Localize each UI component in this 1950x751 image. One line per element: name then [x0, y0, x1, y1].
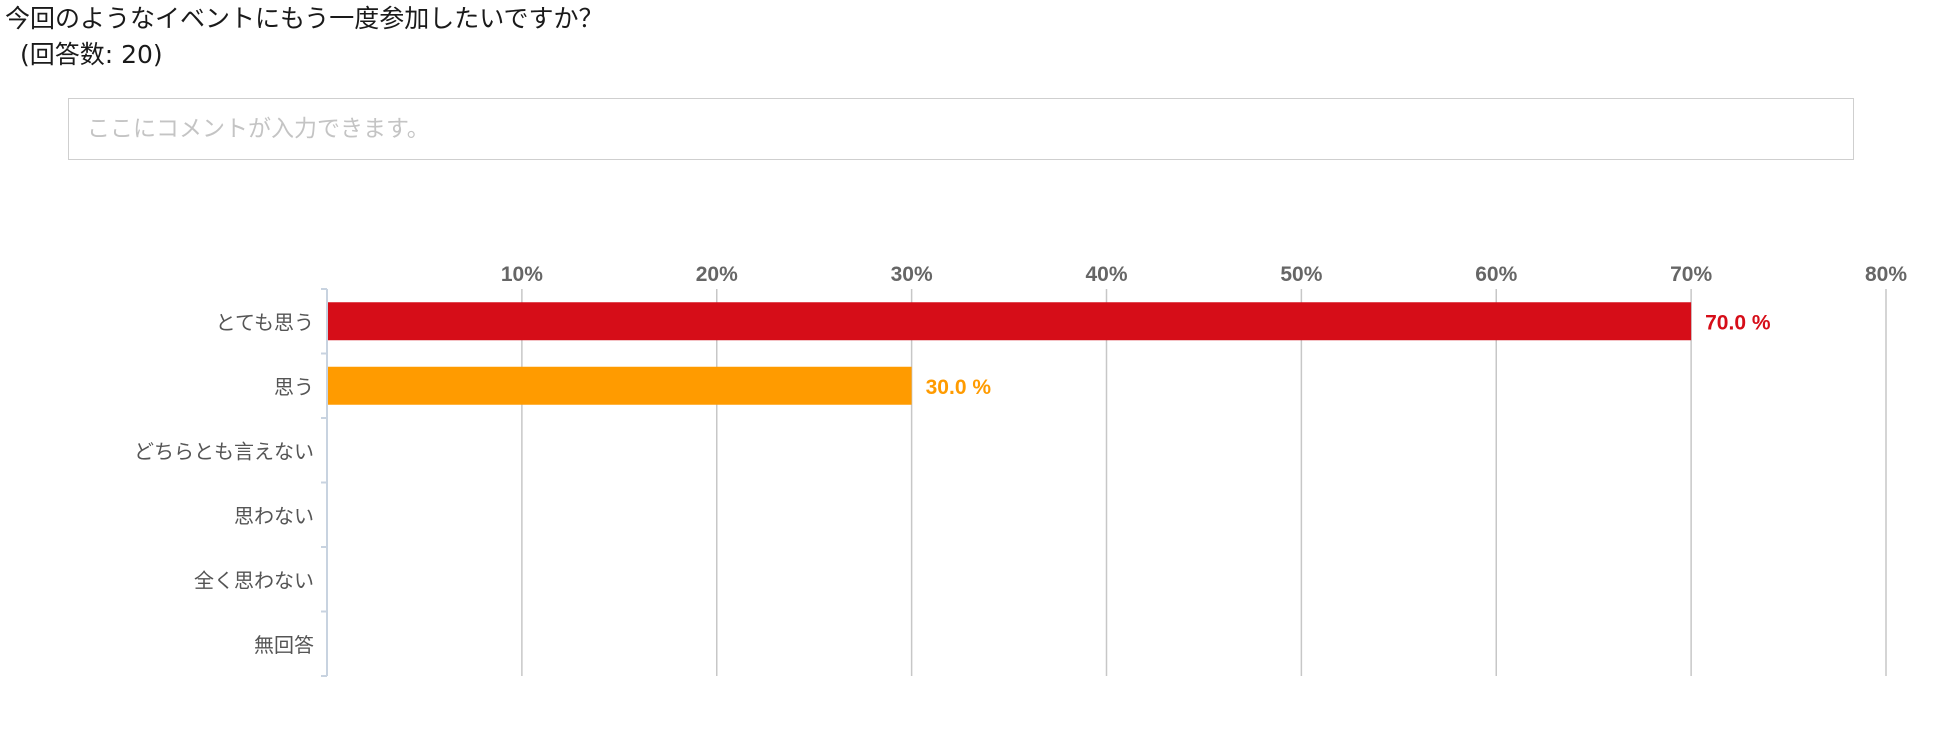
x-tick-label: 50% — [1280, 263, 1322, 286]
bar — [328, 302, 1692, 341]
bar — [328, 366, 912, 405]
y-axis — [321, 288, 328, 677]
comment-input[interactable] — [68, 98, 1854, 160]
x-tick-label: 30% — [891, 263, 933, 286]
value-label: 70.0 % — [1705, 311, 1771, 334]
grid-lines — [521, 289, 1887, 676]
category-label: 思う — [274, 375, 314, 399]
category-label: とても思う — [216, 310, 314, 334]
category-label: 全く思わない — [194, 568, 314, 592]
x-tick-label: 70% — [1670, 263, 1712, 286]
question-title: 今回のようなイベントにもう一度参加したいですか？ — [5, 4, 604, 33]
x-tick-label: 40% — [1085, 263, 1127, 286]
response-count: (回答数: 20) — [20, 40, 163, 69]
x-tick-label: 20% — [696, 263, 738, 286]
category-label: 思わない — [234, 504, 314, 528]
category-label: 無回答 — [254, 633, 314, 657]
category-label: どちらとも言えない — [134, 439, 314, 463]
x-tick-label: 80% — [1865, 263, 1907, 286]
value-label: 30.0 % — [926, 376, 992, 399]
x-tick-label: 10% — [501, 263, 543, 286]
labels: 10% 20% 30% 40% 50% 60% 70% 80% とても思う 70.0 % 思う 30.… — [134, 263, 1907, 657]
bars — [328, 302, 1692, 405]
x-tick-label: 60% — [1475, 263, 1517, 286]
